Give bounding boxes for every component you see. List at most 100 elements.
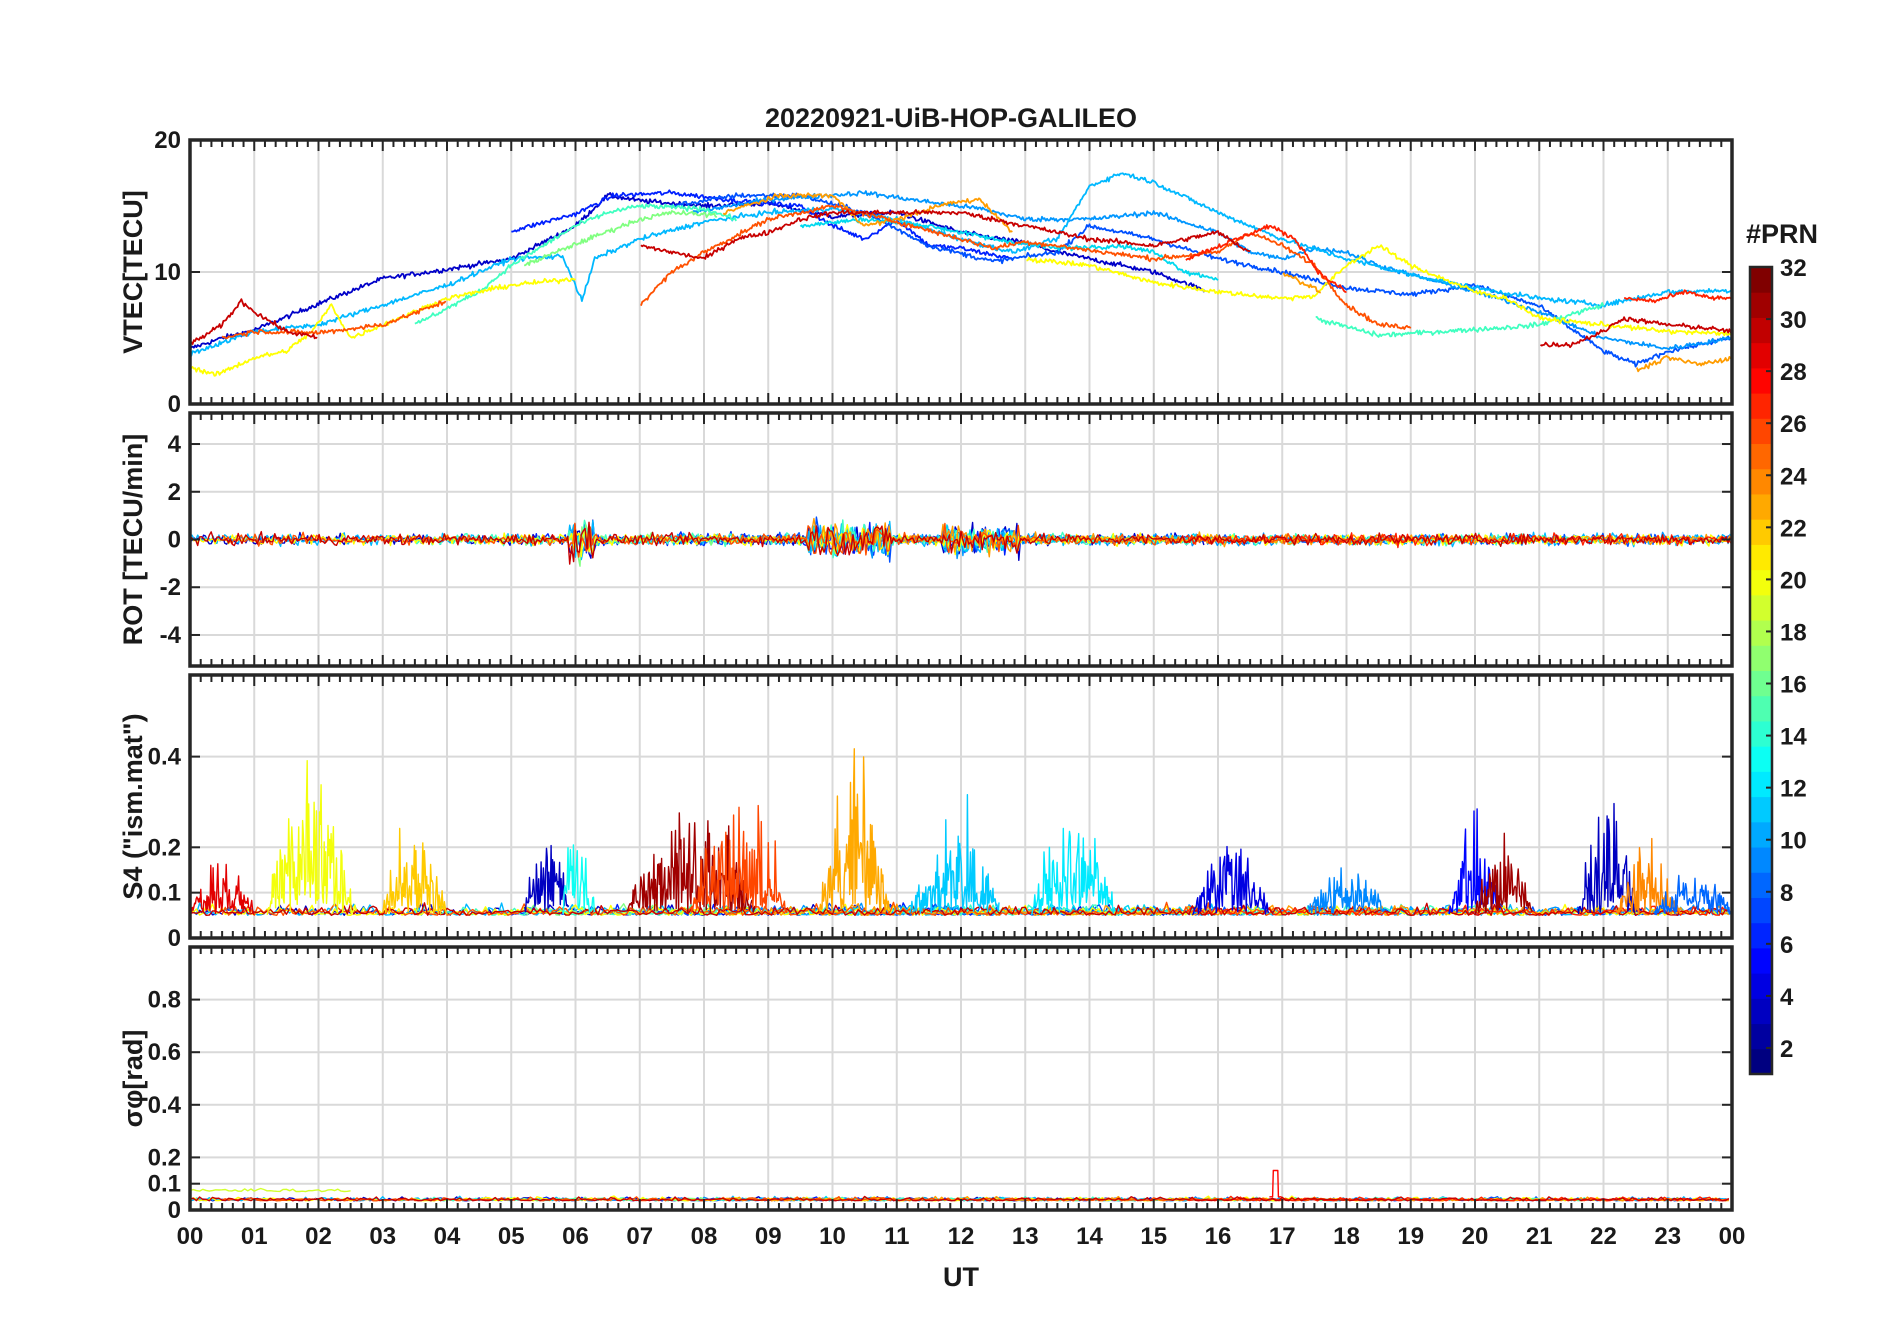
x-tick-label: 06 [562,1223,589,1250]
colorbar-segment [1750,746,1772,772]
s4-burst-prn-8 [1654,874,1732,916]
y-tick-label-vtec: 0 [168,391,181,418]
colorbar-tick-label: 26 [1780,411,1807,438]
x-tick-label: 05 [498,1223,525,1250]
colorbar-segment [1750,519,1772,545]
colorbar-tick-label: 14 [1780,724,1807,751]
chart-title: 20220921-UiB-HOP-GALILEO [765,103,1137,133]
s4-baseline-prn-17 [523,903,718,916]
colorbar-tick-label: 22 [1780,515,1807,542]
x-tick-label: 20 [1462,1223,1489,1250]
s4-burst-prn-9 [1307,867,1385,914]
colorbar-segment [1750,292,1772,318]
y-axis-label-rot: ROT [TECU/min] [118,434,148,645]
y-tick-label-s4: 0.2 [148,834,181,861]
colorbar-tick-label: 18 [1780,619,1807,646]
x-tick-label: 23 [1654,1223,1681,1250]
vtec-series-prn-31 [189,209,1733,349]
x-tick-label: 00 [1719,1223,1746,1250]
x-tick-label: 04 [434,1223,461,1250]
x-tick-label: 19 [1397,1223,1424,1250]
y-tick-label-sigma: 0.4 [148,1092,182,1119]
s4-burst-prn-31 [1474,832,1533,915]
y-tick-label-sigma: 0.1 [148,1171,181,1198]
x-tick-label: 13 [1012,1223,1039,1250]
colorbar-segment [1750,544,1772,571]
colorbar-segment [1750,796,1772,823]
colorbar-tick-label: 32 [1780,255,1807,282]
colorbar-segment [1750,620,1772,646]
colorbar-segment [1750,1023,1772,1050]
x-tick-label: 02 [305,1223,332,1250]
y-tick-label-rot: 2 [168,479,181,506]
s4-burst-prn-31 [626,812,756,913]
colorbar-segment [1750,569,1772,596]
s4-burst-prn-12 [1031,827,1116,915]
colorbar-tick-label: 30 [1780,307,1807,334]
colorbar-segment [1750,821,1772,848]
colorbar-title: #PRN [1746,219,1818,249]
colorbar-segment [1750,973,1772,999]
y-tick-label-vtec: 20 [154,127,181,154]
x-tick-label: 09 [755,1223,782,1250]
colorbar-tick-label: 2 [1780,1036,1793,1063]
colorbar-segment [1750,594,1772,621]
colorbar-tick-label: 28 [1780,359,1807,386]
colorbar-segment [1750,897,1772,924]
s4-burst-prn-26 [690,804,788,914]
colorbar-tick-label: 24 [1780,463,1807,490]
colorbar-segment [1750,771,1772,798]
colorbar-segment [1750,443,1772,470]
x-tick-label: 22 [1590,1223,1617,1250]
y-tick-label-rot: 0 [168,527,181,554]
s4-burst-prn-20 [266,760,358,915]
vtec-series-prn-17 [523,209,718,267]
s4-burst-prn-3 [523,844,570,913]
colorbar-segment [1750,720,1772,747]
colorbar-tick-label: 20 [1780,567,1807,594]
x-tick-label: 18 [1333,1223,1360,1250]
colorbar-segment [1750,418,1772,445]
colorbar-segment [1750,342,1772,369]
colorbar-tick-label: 16 [1780,672,1807,699]
colorbar-tick-label: 6 [1780,932,1793,959]
colorbar-tick-label: 8 [1780,880,1793,907]
vtec-series-prn-26 [221,204,1412,340]
vtec-series-prn-12 [799,216,1219,281]
s4-burst-prn-23 [819,748,891,913]
y-axis-label-vtec: VTEC[TECU] [118,190,148,354]
sigma-series-spike [1269,1169,1282,1198]
y-tick-label-sigma: 0.6 [148,1039,181,1066]
s4-burst-prn-13 [561,844,595,915]
colorbar-segment [1750,922,1772,949]
x-tick-label: 21 [1526,1223,1553,1250]
s4-burst-prn-3 [1577,802,1643,915]
vtec-series-prn-28 [1185,224,1733,304]
x-axis-label: UT [943,1262,979,1292]
colorbar-segment [1750,695,1772,722]
x-tick-label: 10 [819,1223,846,1250]
colorbar-tick-label: 4 [1780,984,1794,1011]
x-tick-label: 11 [884,1223,909,1250]
x-tick-label: 12 [948,1223,975,1250]
s4-burst-prn-22 [382,827,448,915]
sigma-series-early [189,1187,351,1193]
colorbar-segment [1750,317,1772,344]
s4-burst-prn-4 [1191,845,1270,916]
colorbar-segment [1750,947,1772,974]
x-tick-label: 17 [1269,1223,1296,1250]
y-tick-label-rot: 4 [168,431,182,458]
colorbar-segment [1750,998,1772,1025]
y-tick-label-rot: -4 [160,622,182,649]
x-tick-label: 08 [691,1223,718,1250]
colorbar-segment [1750,393,1772,419]
colorbar-segment [1750,468,1772,495]
y-tick-label-s4: 0.4 [148,744,182,771]
colorbar-segment [1750,872,1772,898]
x-tick-label: 16 [1205,1223,1232,1250]
x-tick-label: 00 [177,1223,204,1250]
colorbar-segment [1750,670,1772,697]
s4-burst-prn-29 [189,863,255,916]
